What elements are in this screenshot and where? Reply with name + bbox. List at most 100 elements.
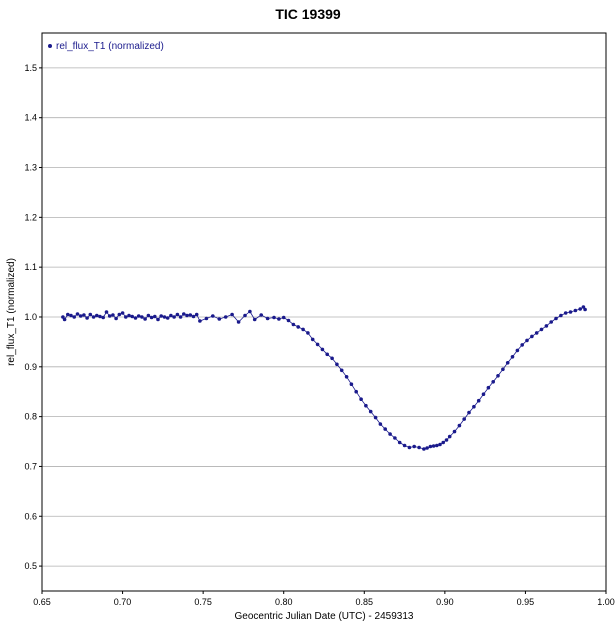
data-point — [441, 440, 446, 445]
data-point — [149, 315, 154, 320]
y-tick-label: 1.2 — [24, 212, 37, 222]
data-point — [72, 315, 76, 319]
plot-frame — [41, 32, 607, 592]
data-point — [91, 315, 96, 319]
data-point — [422, 447, 426, 451]
data-point — [69, 313, 73, 318]
data-point — [428, 444, 433, 449]
data-point — [472, 404, 476, 409]
data-point — [515, 348, 520, 353]
data-point — [169, 313, 173, 318]
data-point — [491, 380, 496, 384]
data-point — [563, 311, 568, 315]
data-point — [320, 347, 325, 352]
data-point — [98, 314, 102, 319]
data-point — [393, 436, 397, 440]
data-point — [146, 313, 151, 318]
x-tick-label: 0.90 — [436, 597, 454, 607]
data-point — [344, 375, 349, 379]
data-point — [95, 313, 99, 318]
data-point — [354, 389, 359, 394]
data-point — [178, 315, 183, 319]
data-point — [281, 315, 286, 320]
data-point — [182, 312, 186, 316]
data-point — [339, 368, 344, 373]
data-point — [388, 432, 392, 436]
data-point — [204, 316, 209, 321]
data-point — [568, 310, 573, 314]
data-point — [114, 316, 118, 321]
data-point — [75, 312, 80, 316]
data-point — [104, 310, 109, 314]
data-point — [573, 308, 578, 313]
data-point — [525, 338, 529, 343]
data-point — [243, 313, 247, 318]
data-point — [417, 445, 421, 450]
legend-marker — [48, 44, 52, 48]
data-point — [554, 316, 558, 321]
x-tick-label: 0.65 — [33, 597, 51, 607]
data-point — [520, 343, 524, 347]
data-point — [481, 392, 486, 397]
data-point — [291, 322, 296, 327]
data-point — [496, 374, 500, 378]
data-point — [335, 362, 339, 367]
data-point — [310, 337, 315, 342]
data-point — [230, 312, 234, 317]
data-point — [191, 314, 196, 319]
data-point — [397, 440, 402, 445]
data-point — [462, 417, 467, 421]
x-tick-label: 0.95 — [517, 597, 535, 607]
data-point — [486, 385, 491, 390]
data-point — [140, 315, 144, 319]
data-point — [452, 429, 457, 434]
data-point — [236, 320, 241, 324]
data-point — [549, 320, 553, 324]
data-point — [259, 313, 264, 317]
data-point — [172, 315, 176, 319]
data-point — [431, 444, 436, 448]
legend: rel_flux_T1 (normalized) — [48, 41, 164, 52]
x-axis-label: Geocentric Julian Date (UTC) - 2459313 — [235, 611, 414, 622]
data-point — [364, 403, 368, 408]
data-point — [248, 309, 252, 314]
data-point — [578, 307, 582, 311]
x-tick-label: 0.80 — [275, 597, 293, 607]
data-point — [82, 313, 86, 317]
data-point — [188, 313, 193, 317]
data-point — [444, 438, 449, 442]
data-point — [143, 317, 147, 321]
legend-label: rel_flux_T1 (normalized) — [56, 41, 164, 52]
data-point — [425, 446, 429, 450]
y-ticks: 0.5 0.6 0.7 0.8 0.9 1.0 1.1 1.2 1.3 1.4 1.5 — [24, 63, 42, 571]
data-point — [277, 317, 281, 321]
data-point — [476, 398, 481, 403]
data-point — [159, 314, 163, 318]
y-tick-label: 0.7 — [24, 461, 37, 471]
data-point — [107, 314, 112, 318]
data-point — [378, 422, 383, 426]
data-point — [265, 316, 270, 321]
data-point — [127, 313, 131, 318]
x-tick-label: 0.85 — [356, 597, 374, 607]
data-point — [252, 317, 257, 322]
data-point — [211, 314, 215, 318]
y-tick-label: 1.4 — [24, 113, 37, 123]
grid-layer — [42, 67, 606, 567]
x-ticks: 0.65 0.70 0.75 0.80 0.85 0.90 0.95 1.00 — [33, 591, 615, 607]
data-point — [88, 312, 93, 317]
y-tick-label: 1.1 — [24, 262, 37, 272]
data-point — [133, 316, 138, 320]
data-point — [85, 316, 89, 320]
y-tick-label: 0.8 — [24, 412, 37, 422]
series-line — [62, 306, 586, 450]
data-point — [412, 444, 417, 449]
data-point — [130, 314, 134, 319]
data-point — [217, 317, 222, 321]
data-point — [223, 315, 228, 319]
data-point — [559, 313, 563, 318]
y-axis-label: rel_flux_T1 (normalized) — [6, 258, 17, 366]
data-point — [373, 415, 378, 420]
data-points — [61, 305, 587, 451]
data-point — [286, 318, 291, 323]
